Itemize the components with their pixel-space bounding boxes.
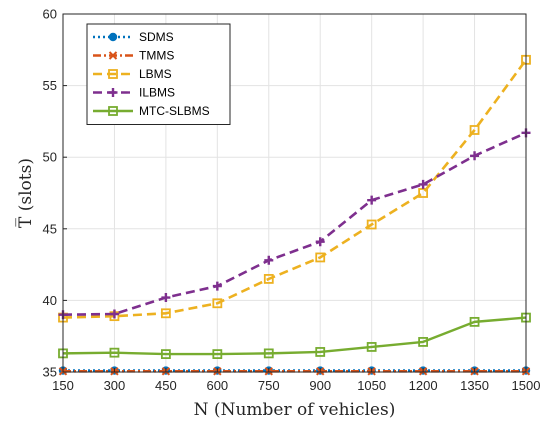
legend-entry-sdms: SDMS (93, 30, 174, 44)
legend-entry-tmms: TMMS (93, 49, 174, 63)
legend-entry-ilbms: ILBMS (93, 86, 175, 100)
legend-entry-mtc-slbms: MTC-SLBMS (93, 104, 210, 118)
y-axis-title: T̅ (slots) (15, 158, 36, 228)
y-tick-label: 60 (43, 7, 57, 22)
legend-marker (108, 32, 118, 42)
x-tick-label: 600 (206, 378, 228, 393)
legend-marker (108, 51, 118, 60)
data-point-mtc-slbms (366, 342, 377, 352)
data-point-mtc-slbms (418, 337, 429, 347)
data-point-lbms (263, 274, 274, 284)
x-tick-label: 1500 (512, 378, 541, 393)
legend-marker (108, 69, 118, 79)
series-tmms (58, 367, 531, 376)
x-tick-label: 1200 (409, 378, 438, 393)
y-tick-label: 55 (43, 78, 57, 93)
data-point-mtc-slbms (160, 349, 171, 360)
data-point-mtc-slbms (212, 349, 223, 360)
legend-marker (108, 88, 118, 97)
data-point-ilbms (470, 151, 480, 161)
data-point-ilbms (315, 237, 325, 247)
legend-label: SDMS (139, 30, 174, 44)
legend-entry-lbms: LBMS (93, 67, 172, 81)
data-point-lbms (212, 298, 223, 309)
y-tick-label: 45 (43, 221, 57, 236)
x-tick-label: 450 (155, 378, 177, 393)
data-point-ilbms (264, 255, 274, 265)
y-tick-label: 40 (43, 293, 57, 308)
legend-label: ILBMS (139, 86, 175, 100)
x-tick-label: 1350 (460, 378, 489, 393)
data-point-mtc-slbms (263, 348, 274, 359)
legend-label: TMMS (139, 49, 174, 63)
data-point-ilbms (367, 195, 377, 205)
data-point-mtc-slbms (315, 347, 326, 357)
x-tick-label: 300 (104, 378, 126, 393)
series-line-mtc-slbms (62, 316, 527, 356)
data-point-ilbms (109, 309, 119, 319)
data-point-lbms (366, 219, 377, 230)
data-point-mtc-slbms (469, 316, 480, 327)
data-point-lbms (418, 188, 429, 198)
plot-frame (62, 13, 527, 373)
x-tick-label: 900 (309, 378, 331, 393)
data-point-ilbms (212, 281, 222, 291)
legend-label: MTC-SLBMS (139, 104, 210, 118)
y-tick-label: 35 (43, 365, 57, 380)
x-axis-title: N (Number of vehicles) (194, 400, 396, 420)
data-point-mtc-slbms (109, 347, 120, 358)
x-tick-label: 1050 (357, 378, 386, 393)
data-point-lbms (160, 308, 171, 319)
ticks: 150 300 450 600 750 900 1050 1200 1350 1500 35 40 45… (43, 7, 541, 394)
series-line-lbms (62, 59, 528, 319)
data-point-lbms (469, 125, 480, 135)
data-point-ilbms (161, 293, 171, 303)
legend-marker (108, 106, 118, 116)
y-tick-label: 50 (43, 150, 57, 165)
data-point-ilbms (418, 179, 428, 189)
series-line-ilbms (62, 131, 527, 317)
data-point-lbms (315, 252, 326, 263)
legend-label: LBMS (139, 67, 172, 81)
x-tick-label: 150 (52, 378, 74, 393)
legend: SDMS TMMS LBMS ILBMS MTC-SLBMS (86, 23, 231, 125)
x-tick-label: 750 (258, 378, 280, 393)
